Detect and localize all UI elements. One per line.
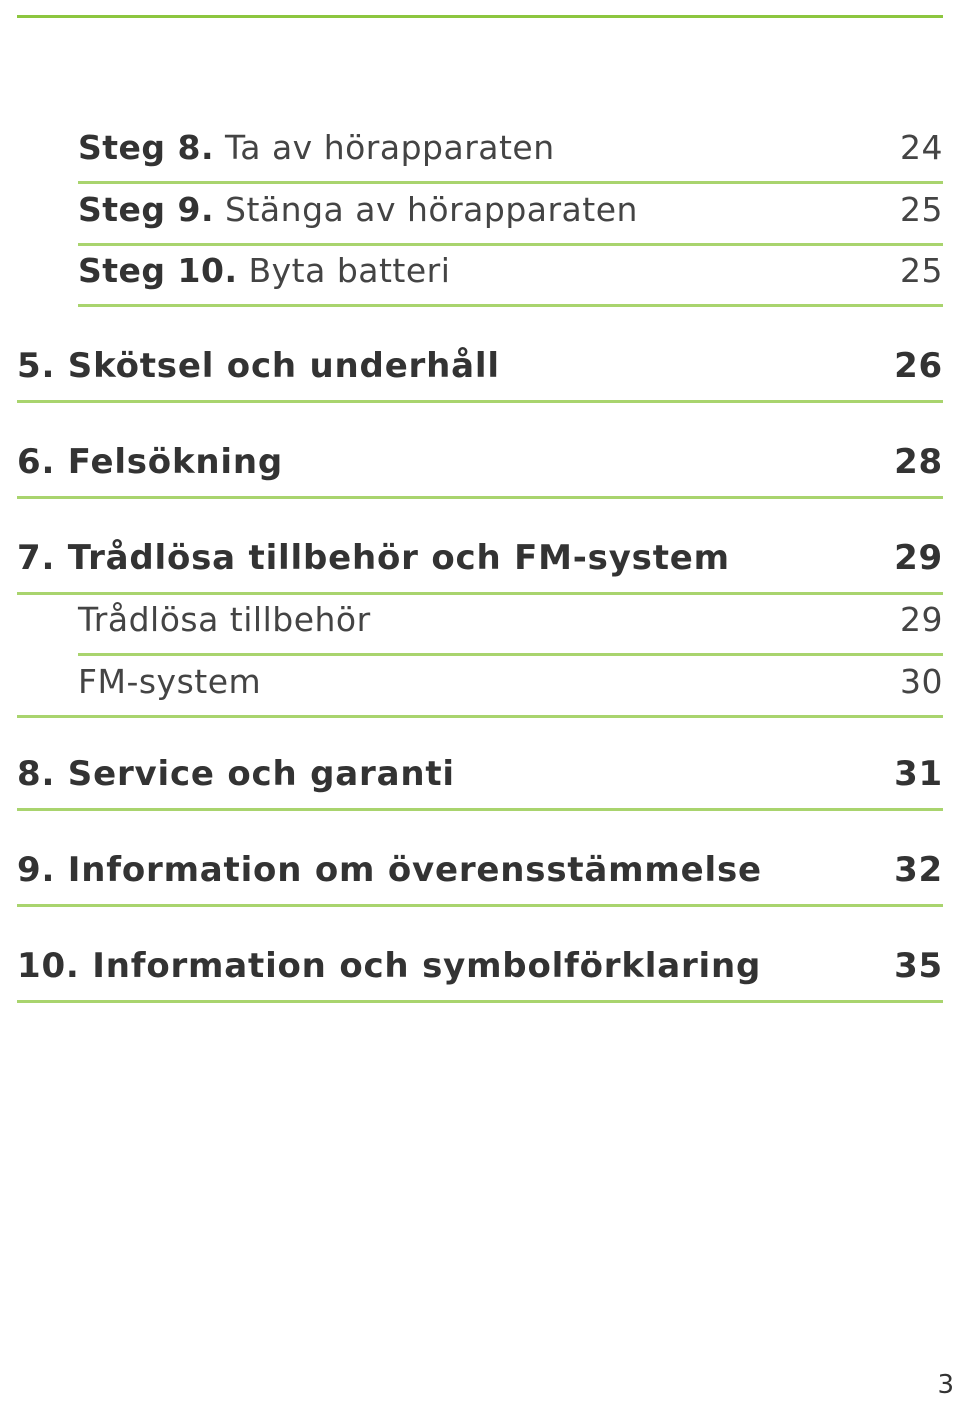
toc-entry-page: 25 (900, 190, 943, 229)
toc-entry-page: 35 (894, 946, 943, 986)
top-divider (17, 15, 943, 18)
toc-entry-page: 26 (894, 346, 943, 386)
toc-entry-page: 29 (894, 538, 943, 578)
toc-entry-label: 7. Trådlösa tillbehör och FM-system (17, 538, 730, 578)
toc-entry-page: 30 (900, 662, 943, 701)
toc-entry-fm-system[interactable]: FM-system 30 (17, 662, 943, 718)
toc-entry-section-8[interactable]: 8. Service och garanti 31 (17, 754, 943, 811)
toc-entry-label: Steg 9. Stänga av hörapparaten (78, 190, 638, 229)
toc-entry-page: 32 (894, 850, 943, 890)
toc-entry-label: Steg 10. Byta batteri (78, 251, 451, 290)
toc-entry-label: 9. Information om överensstämmelse (17, 850, 762, 890)
toc-entry-label: Trådlösa tillbehör (78, 600, 371, 639)
toc-entry-label: Steg 8. Ta av hörapparaten (78, 128, 555, 167)
toc-entry-page: 24 (900, 128, 943, 167)
toc-entry-section-9[interactable]: 9. Information om överensstämmelse 32 (17, 850, 943, 907)
toc-entry-label: 5. Skötsel och underhåll (17, 346, 500, 386)
toc-entry-step-10[interactable]: Steg 10. Byta batteri 25 (78, 251, 943, 307)
toc-entry-section-10[interactable]: 10. Information och symbolförklaring 35 (17, 946, 943, 1003)
toc-entry-section-6[interactable]: 6. Felsökning 28 (17, 442, 943, 499)
toc-entry-page: 31 (894, 754, 943, 794)
page-number: 3 (937, 1370, 954, 1400)
toc-entry-page: 28 (894, 442, 943, 482)
toc-entry-wireless-accessories[interactable]: Trådlösa tillbehör 29 (78, 600, 943, 656)
toc-entry-page: 29 (900, 600, 943, 639)
toc-entry-section-5[interactable]: 5. Skötsel och underhåll 26 (17, 346, 943, 403)
toc-entry-label: FM-system (78, 662, 262, 701)
toc-entry-page: 25 (900, 251, 943, 290)
toc-entry-label: 8. Service och garanti (17, 754, 455, 794)
toc-entry-step-9[interactable]: Steg 9. Stänga av hörapparaten 25 (78, 190, 943, 246)
toc-entry-label: 6. Felsökning (17, 442, 283, 482)
toc-entry-step-8[interactable]: Steg 8. Ta av hörapparaten 24 (78, 128, 943, 184)
toc-entry-label: 10. Information och symbolförklaring (17, 946, 762, 986)
toc-entry-section-7[interactable]: 7. Trådlösa tillbehör och FM-system 29 (17, 538, 943, 595)
